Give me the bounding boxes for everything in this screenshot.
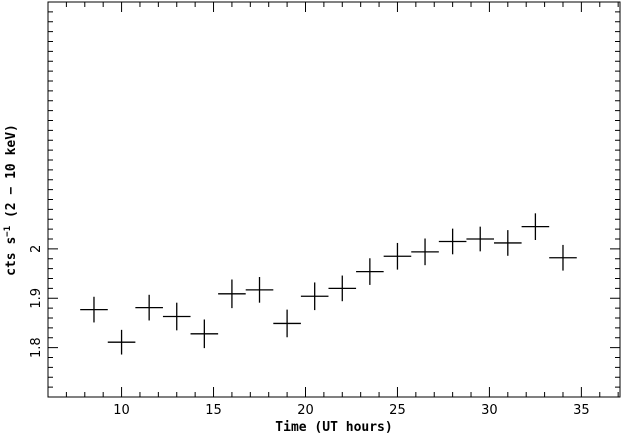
plot-frame: [47, 1, 621, 398]
y-axis-title-superscript: −1: [3, 226, 13, 237]
y-tick-label: 2: [29, 245, 44, 253]
y-axis-title: cts s−1 (2 − 10 keV): [3, 124, 19, 276]
data-point: [80, 296, 108, 323]
data-point: [438, 228, 467, 255]
data-point: [411, 238, 439, 266]
x-tick-label: 10: [113, 403, 130, 418]
y-axis-ticks: 1.8 1.9 2: [29, 1, 620, 398]
y-tick-label: 1.8: [29, 337, 44, 358]
data-point: [356, 258, 384, 285]
data-point: [245, 277, 274, 303]
data-point: [466, 226, 495, 252]
y-axis-title-main: cts s: [4, 237, 19, 276]
data-point: [273, 309, 301, 338]
y-tick-label: 1.9: [29, 288, 44, 309]
data-point: [383, 242, 412, 270]
data-point: [328, 275, 357, 302]
data-point: [549, 244, 577, 271]
x-tick-label: 35: [573, 403, 590, 418]
data-point: [107, 329, 136, 355]
x-tick-label: 25: [389, 403, 406, 418]
data-point: [190, 319, 219, 349]
data-point: [300, 282, 329, 311]
data-point: [135, 294, 163, 321]
x-tick-label: 20: [297, 403, 314, 418]
data-point: [521, 213, 550, 240]
data-point: [162, 302, 191, 331]
data-point: [218, 279, 246, 309]
x-axis-title: Time (UT hours): [275, 420, 392, 435]
data-points: [80, 213, 577, 355]
x-axis-ticks: 10 15 20 25 30 35: [47, 2, 619, 418]
y-axis-title-tail: (2 − 10 keV): [4, 124, 19, 226]
x-tick-label: 15: [205, 403, 222, 418]
x-tick-label: 30: [481, 403, 498, 418]
data-point: [494, 230, 522, 256]
